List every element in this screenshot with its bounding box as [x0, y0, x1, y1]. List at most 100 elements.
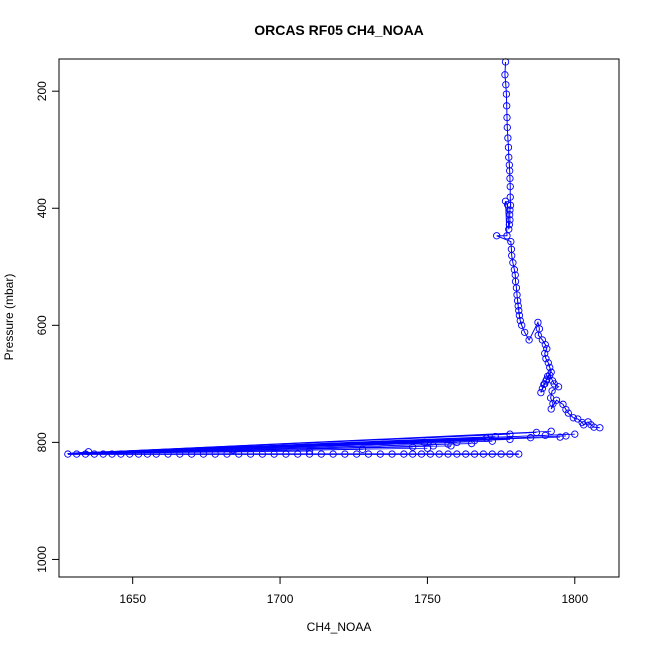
data-point: [223, 450, 231, 458]
data-point: [329, 450, 337, 458]
data-point: [229, 446, 237, 454]
data-point: [503, 123, 511, 132]
data-point: [543, 345, 551, 353]
data-point: [503, 102, 511, 110]
x-tick-label: 1650: [119, 592, 146, 606]
data-point: [505, 161, 514, 169]
y-tick-label: 600: [35, 315, 49, 335]
data-point: [108, 450, 116, 458]
data-point: [493, 232, 501, 240]
data-point: [513, 297, 522, 305]
data-point: [447, 442, 455, 450]
data-point: [453, 450, 461, 458]
data-point: [547, 427, 555, 435]
data-point: [73, 450, 81, 458]
data-point: [546, 371, 554, 379]
data-point: [64, 450, 72, 458]
data-point: [504, 143, 513, 152]
data-point: [400, 450, 408, 458]
data-point: [504, 134, 512, 142]
data-point: [211, 450, 219, 458]
data-point: [526, 434, 535, 442]
data-point: [423, 444, 432, 452]
data-point: [502, 81, 510, 89]
y-tick-label: 200: [35, 81, 49, 101]
data-point: [554, 383, 563, 391]
data-point: [99, 450, 107, 458]
data-point: [525, 336, 533, 344]
data-point: [506, 182, 514, 191]
data-point: [482, 434, 491, 442]
data-point: [506, 430, 514, 438]
data-point: [547, 405, 555, 413]
data-points: [64, 58, 604, 458]
data-point: [126, 450, 134, 458]
data-point: [444, 450, 452, 458]
data-point: [409, 450, 417, 458]
data-point: [388, 450, 396, 458]
data-point: [534, 331, 542, 339]
data-point: [501, 197, 510, 205]
data-point: [537, 388, 545, 397]
data-point: [590, 423, 598, 431]
data-point: [515, 307, 523, 315]
x-tick-label: 1700: [267, 592, 294, 606]
data-point: [505, 225, 513, 233]
chart-title: ORCAS RF05 CH4_NOAA: [254, 22, 424, 38]
data-point: [541, 340, 549, 349]
data-point: [176, 450, 184, 458]
data-point: [506, 216, 514, 224]
data-point: [548, 387, 556, 395]
data-point: [488, 437, 496, 445]
data-point: [258, 450, 267, 458]
data-point: [246, 450, 255, 458]
data-point: [521, 328, 529, 336]
data-point: [305, 450, 314, 458]
leg-line: [67, 430, 552, 454]
data-point: [409, 443, 417, 451]
data-point: [294, 450, 302, 458]
data-point: [512, 284, 521, 292]
data-point: [596, 424, 604, 432]
x-axis-label: CH4_NOAA: [307, 620, 372, 634]
data-point: [134, 450, 143, 458]
data-point: [164, 450, 172, 458]
data-point: [544, 359, 552, 367]
data-point: [506, 211, 514, 219]
data-point: [117, 450, 125, 458]
data-point: [453, 438, 461, 447]
data-point: [532, 428, 541, 437]
data-point: [502, 90, 511, 98]
data-point: [341, 450, 349, 458]
data-point: [152, 450, 160, 458]
data-point: [497, 450, 505, 458]
data-point: [516, 316, 524, 325]
data-point: [518, 321, 526, 329]
data-point: [270, 450, 278, 458]
y-tick-label: 400: [35, 198, 49, 218]
data-point: [470, 450, 479, 458]
data-point: [513, 291, 521, 299]
data-point: [305, 447, 314, 455]
data-point: [506, 167, 514, 175]
data-point: [506, 193, 514, 201]
data-point: [187, 450, 196, 458]
data-point: [569, 414, 577, 422]
data-point: [571, 430, 579, 438]
data-point: [544, 372, 552, 380]
data-point: [479, 450, 488, 458]
x-tick-label: 1750: [414, 592, 441, 606]
data-point: [435, 450, 443, 458]
data-point: [542, 355, 550, 363]
data-point: [235, 450, 243, 458]
data-point: [503, 201, 512, 209]
data-point: [564, 409, 572, 417]
data-point: [507, 237, 515, 246]
y-tick-label: 1000: [35, 546, 49, 573]
data-point: [506, 174, 514, 183]
data-point: [467, 439, 476, 448]
y-axis-label: Pressure (mbar): [2, 274, 16, 361]
data-point: [515, 311, 524, 320]
data-point: [199, 450, 208, 458]
